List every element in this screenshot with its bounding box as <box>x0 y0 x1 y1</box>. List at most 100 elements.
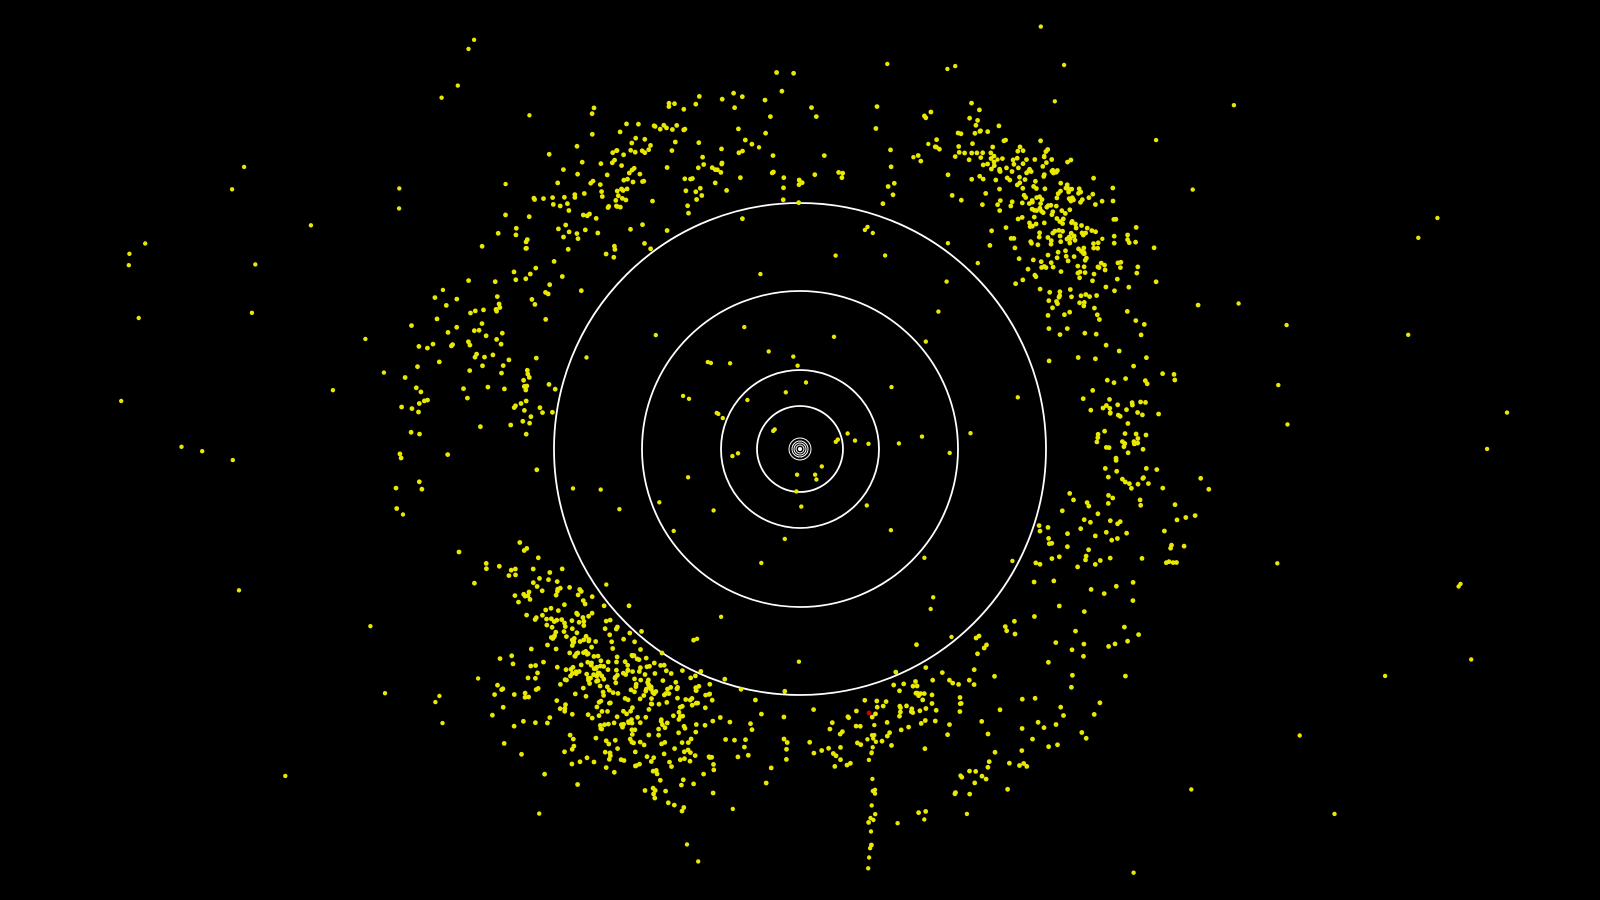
belt-object <box>574 610 579 616</box>
belt-object <box>625 662 631 668</box>
scattered-object <box>1416 235 1421 240</box>
belt-object <box>670 127 675 132</box>
belt-object <box>839 175 845 181</box>
scattered-object <box>236 588 242 593</box>
trail-object <box>869 751 874 756</box>
belt-object <box>853 723 859 729</box>
belt-object <box>781 185 786 191</box>
belt-object <box>1136 632 1141 637</box>
belt-object <box>1063 253 1069 259</box>
belt-object <box>625 667 631 673</box>
belt-object <box>1059 208 1065 214</box>
belt-object <box>610 646 616 651</box>
belt-object <box>629 652 635 658</box>
belt-object <box>415 364 420 370</box>
belt-object <box>674 686 680 691</box>
belt-object <box>527 597 533 602</box>
belt-object <box>879 738 885 744</box>
belt-object <box>1061 713 1066 718</box>
belt-object <box>732 105 737 111</box>
belt-object <box>679 740 685 745</box>
belt-object <box>1075 355 1081 360</box>
belt-object <box>1032 614 1037 619</box>
scattered-object <box>455 83 460 88</box>
belt-object <box>646 732 652 738</box>
belt-object <box>1156 411 1161 417</box>
belt-object <box>1125 232 1130 238</box>
belt-object <box>1114 276 1120 282</box>
belt-object <box>492 692 497 697</box>
belt-object <box>917 708 923 714</box>
belt-object <box>497 656 503 661</box>
inner-object <box>570 486 576 491</box>
inner-object <box>782 536 787 542</box>
belt-object <box>631 165 637 171</box>
belt-object <box>1077 269 1083 275</box>
belt-object <box>1072 237 1078 243</box>
belt-object <box>581 191 587 196</box>
belt-object <box>977 129 983 134</box>
belt-object <box>673 679 679 685</box>
belt-object <box>598 658 604 664</box>
belt-object <box>693 685 699 691</box>
belt-object <box>1045 313 1051 318</box>
belt-object <box>1092 533 1098 539</box>
belt-object <box>593 639 599 644</box>
belt-object <box>576 619 582 625</box>
scattered-object <box>475 676 481 681</box>
belt-object <box>1086 503 1092 509</box>
scattered-object <box>397 186 402 191</box>
inner-object <box>598 487 603 492</box>
belt-object <box>575 650 581 656</box>
belt-object <box>762 97 768 103</box>
belt-object <box>838 757 843 763</box>
belt-object <box>1065 531 1070 537</box>
belt-object <box>541 659 546 665</box>
belt-object <box>1046 536 1051 541</box>
belt-object <box>1048 202 1054 208</box>
belt-object <box>669 148 675 154</box>
belt-object <box>1060 228 1065 234</box>
belt-object <box>738 686 744 692</box>
belt-object <box>1122 431 1128 436</box>
scattered-object <box>437 693 442 699</box>
belt-object <box>621 636 626 642</box>
belt-object <box>597 683 603 689</box>
belt-object <box>609 639 615 645</box>
belt-object <box>1019 215 1025 220</box>
belt-object <box>602 722 607 728</box>
inner-object <box>831 334 837 339</box>
belt-object <box>635 714 640 720</box>
belt-object <box>1020 148 1026 154</box>
inner-object <box>685 475 691 480</box>
belt-object <box>553 646 559 652</box>
belt-object <box>397 451 403 457</box>
belt-object <box>1017 174 1022 180</box>
belt-object <box>681 805 687 810</box>
belt-object <box>1075 263 1081 269</box>
belt-object <box>601 664 607 669</box>
belt-object <box>574 143 580 149</box>
belt-object <box>829 720 835 726</box>
belt-object <box>565 246 571 252</box>
belt-object <box>664 165 670 170</box>
belt-object <box>1111 380 1117 386</box>
belt-object <box>1047 289 1053 295</box>
belt-object <box>1133 225 1139 230</box>
belt-object <box>481 307 486 313</box>
belt-object <box>591 105 597 111</box>
belt-object <box>1030 223 1035 229</box>
belt-object <box>1127 481 1132 487</box>
belt-object <box>603 738 609 744</box>
belt-object <box>559 617 565 622</box>
belt-object <box>688 176 693 182</box>
inner-object <box>742 324 747 330</box>
belt-object <box>923 809 929 814</box>
belt-object <box>1123 673 1128 679</box>
belt-object <box>651 123 657 129</box>
belt-object <box>569 637 575 643</box>
belt-object <box>540 612 545 618</box>
belt-object <box>1039 208 1044 214</box>
belt-object <box>1140 412 1145 418</box>
